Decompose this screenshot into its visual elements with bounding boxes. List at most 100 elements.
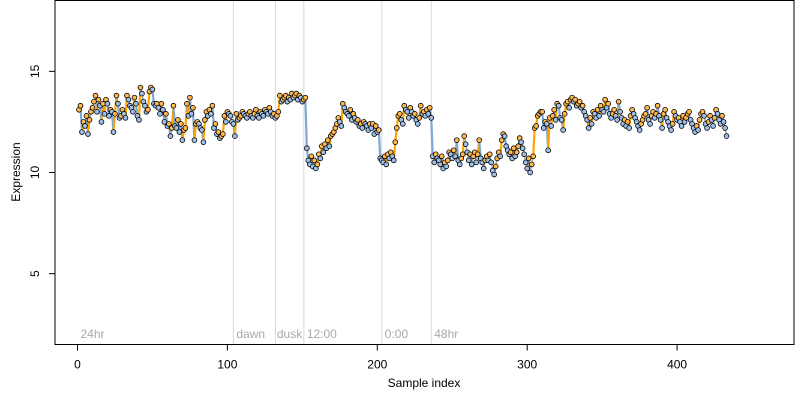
data-point (659, 125, 665, 131)
data-point (549, 113, 556, 119)
data-point (488, 159, 495, 166)
data-point (145, 106, 151, 113)
data-point (396, 111, 403, 117)
data-point (131, 94, 138, 101)
data-point (314, 161, 321, 168)
data-point (230, 121, 237, 127)
data-point (723, 133, 730, 139)
data-point (605, 100, 611, 107)
data-point (136, 117, 142, 123)
data-point (405, 115, 412, 121)
data-point (277, 92, 283, 99)
line-segment (304, 96, 308, 150)
data-point (579, 102, 586, 109)
line-segment (221, 114, 226, 136)
data-point (560, 127, 566, 133)
data-point (491, 171, 498, 178)
data-point (525, 155, 532, 162)
data-point (543, 121, 550, 127)
data-point (431, 159, 438, 166)
data-point (555, 102, 562, 109)
data-point (325, 137, 331, 143)
data-point (166, 121, 172, 127)
data-point (232, 133, 238, 139)
data-point (492, 163, 499, 170)
data-point (468, 161, 475, 168)
data-point (106, 113, 112, 119)
data-point (89, 104, 96, 111)
data-point (545, 147, 551, 154)
data-point (518, 139, 524, 145)
data-point (437, 161, 444, 168)
data-point (212, 121, 219, 127)
x-tick-label: 400 (667, 358, 687, 372)
data-point (338, 123, 345, 129)
data-point (452, 153, 459, 160)
data-point (199, 127, 205, 133)
data-point (576, 98, 583, 105)
data-point (695, 127, 701, 133)
data-point (678, 123, 685, 129)
data-point (614, 117, 620, 123)
data-point (552, 117, 559, 123)
data-point (669, 121, 676, 127)
line-segment (455, 139, 460, 162)
data-point (187, 94, 193, 101)
region-label: 24hr (80, 327, 104, 341)
data-point (209, 102, 216, 109)
data-point (642, 111, 649, 117)
data-point (173, 125, 180, 131)
data-point (86, 117, 93, 123)
data-point (456, 161, 463, 168)
data-point (530, 153, 536, 160)
data-point (98, 119, 105, 125)
data-point (602, 96, 608, 103)
data-point (533, 123, 539, 129)
data-point (83, 113, 90, 119)
plot-frame (54, 0, 795, 345)
data-point (161, 119, 168, 125)
data-point (510, 145, 517, 152)
data-point (426, 104, 433, 111)
data-point (438, 153, 445, 160)
data-point (668, 127, 674, 133)
data-point (411, 111, 418, 117)
data-point (615, 98, 622, 105)
data-point (548, 123, 554, 129)
data-point (256, 115, 262, 121)
data-point (587, 115, 593, 121)
data-point (202, 117, 208, 123)
data-point (155, 104, 162, 111)
data-point (626, 125, 632, 131)
data-point (513, 149, 520, 156)
series-points (76, 84, 730, 178)
data-point (208, 111, 214, 117)
line-segment (430, 116, 434, 158)
data-point (347, 106, 354, 113)
data-point (188, 111, 195, 117)
data-point (92, 92, 99, 99)
data-point (142, 102, 148, 109)
region-label: dawn (236, 327, 265, 341)
data-point (223, 119, 229, 125)
data-point (461, 133, 468, 139)
data-point (428, 115, 435, 121)
data-point (175, 117, 181, 123)
data-point (133, 100, 139, 107)
data-point (179, 137, 186, 143)
data-point (497, 153, 503, 160)
x-tick-label: 100 (217, 358, 237, 372)
region-label: 48hr (434, 327, 458, 341)
y-tick-label: 15 (28, 64, 42, 78)
data-point (686, 108, 692, 115)
data-point (200, 139, 207, 145)
data-point (393, 125, 400, 131)
data-point (465, 157, 472, 164)
data-point (95, 96, 102, 103)
data-point (253, 106, 259, 113)
data-point (191, 137, 198, 143)
data-point (392, 139, 399, 145)
line-segment (112, 112, 117, 134)
